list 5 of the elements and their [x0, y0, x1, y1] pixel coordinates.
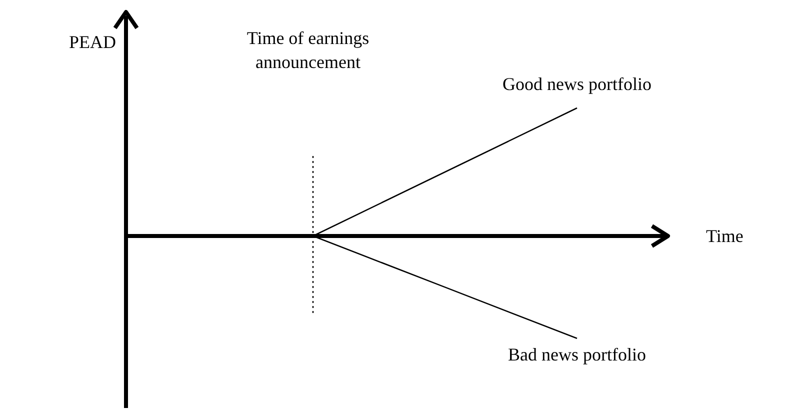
- x-axis-title: Time: [706, 226, 744, 246]
- text: Time of earnings announcement: [246, 28, 370, 72]
- series-label: Bad news portfolio: [508, 344, 646, 364]
- series-label: Good news portfolio: [502, 74, 652, 94]
- text: PEAD: [68, 32, 116, 52]
